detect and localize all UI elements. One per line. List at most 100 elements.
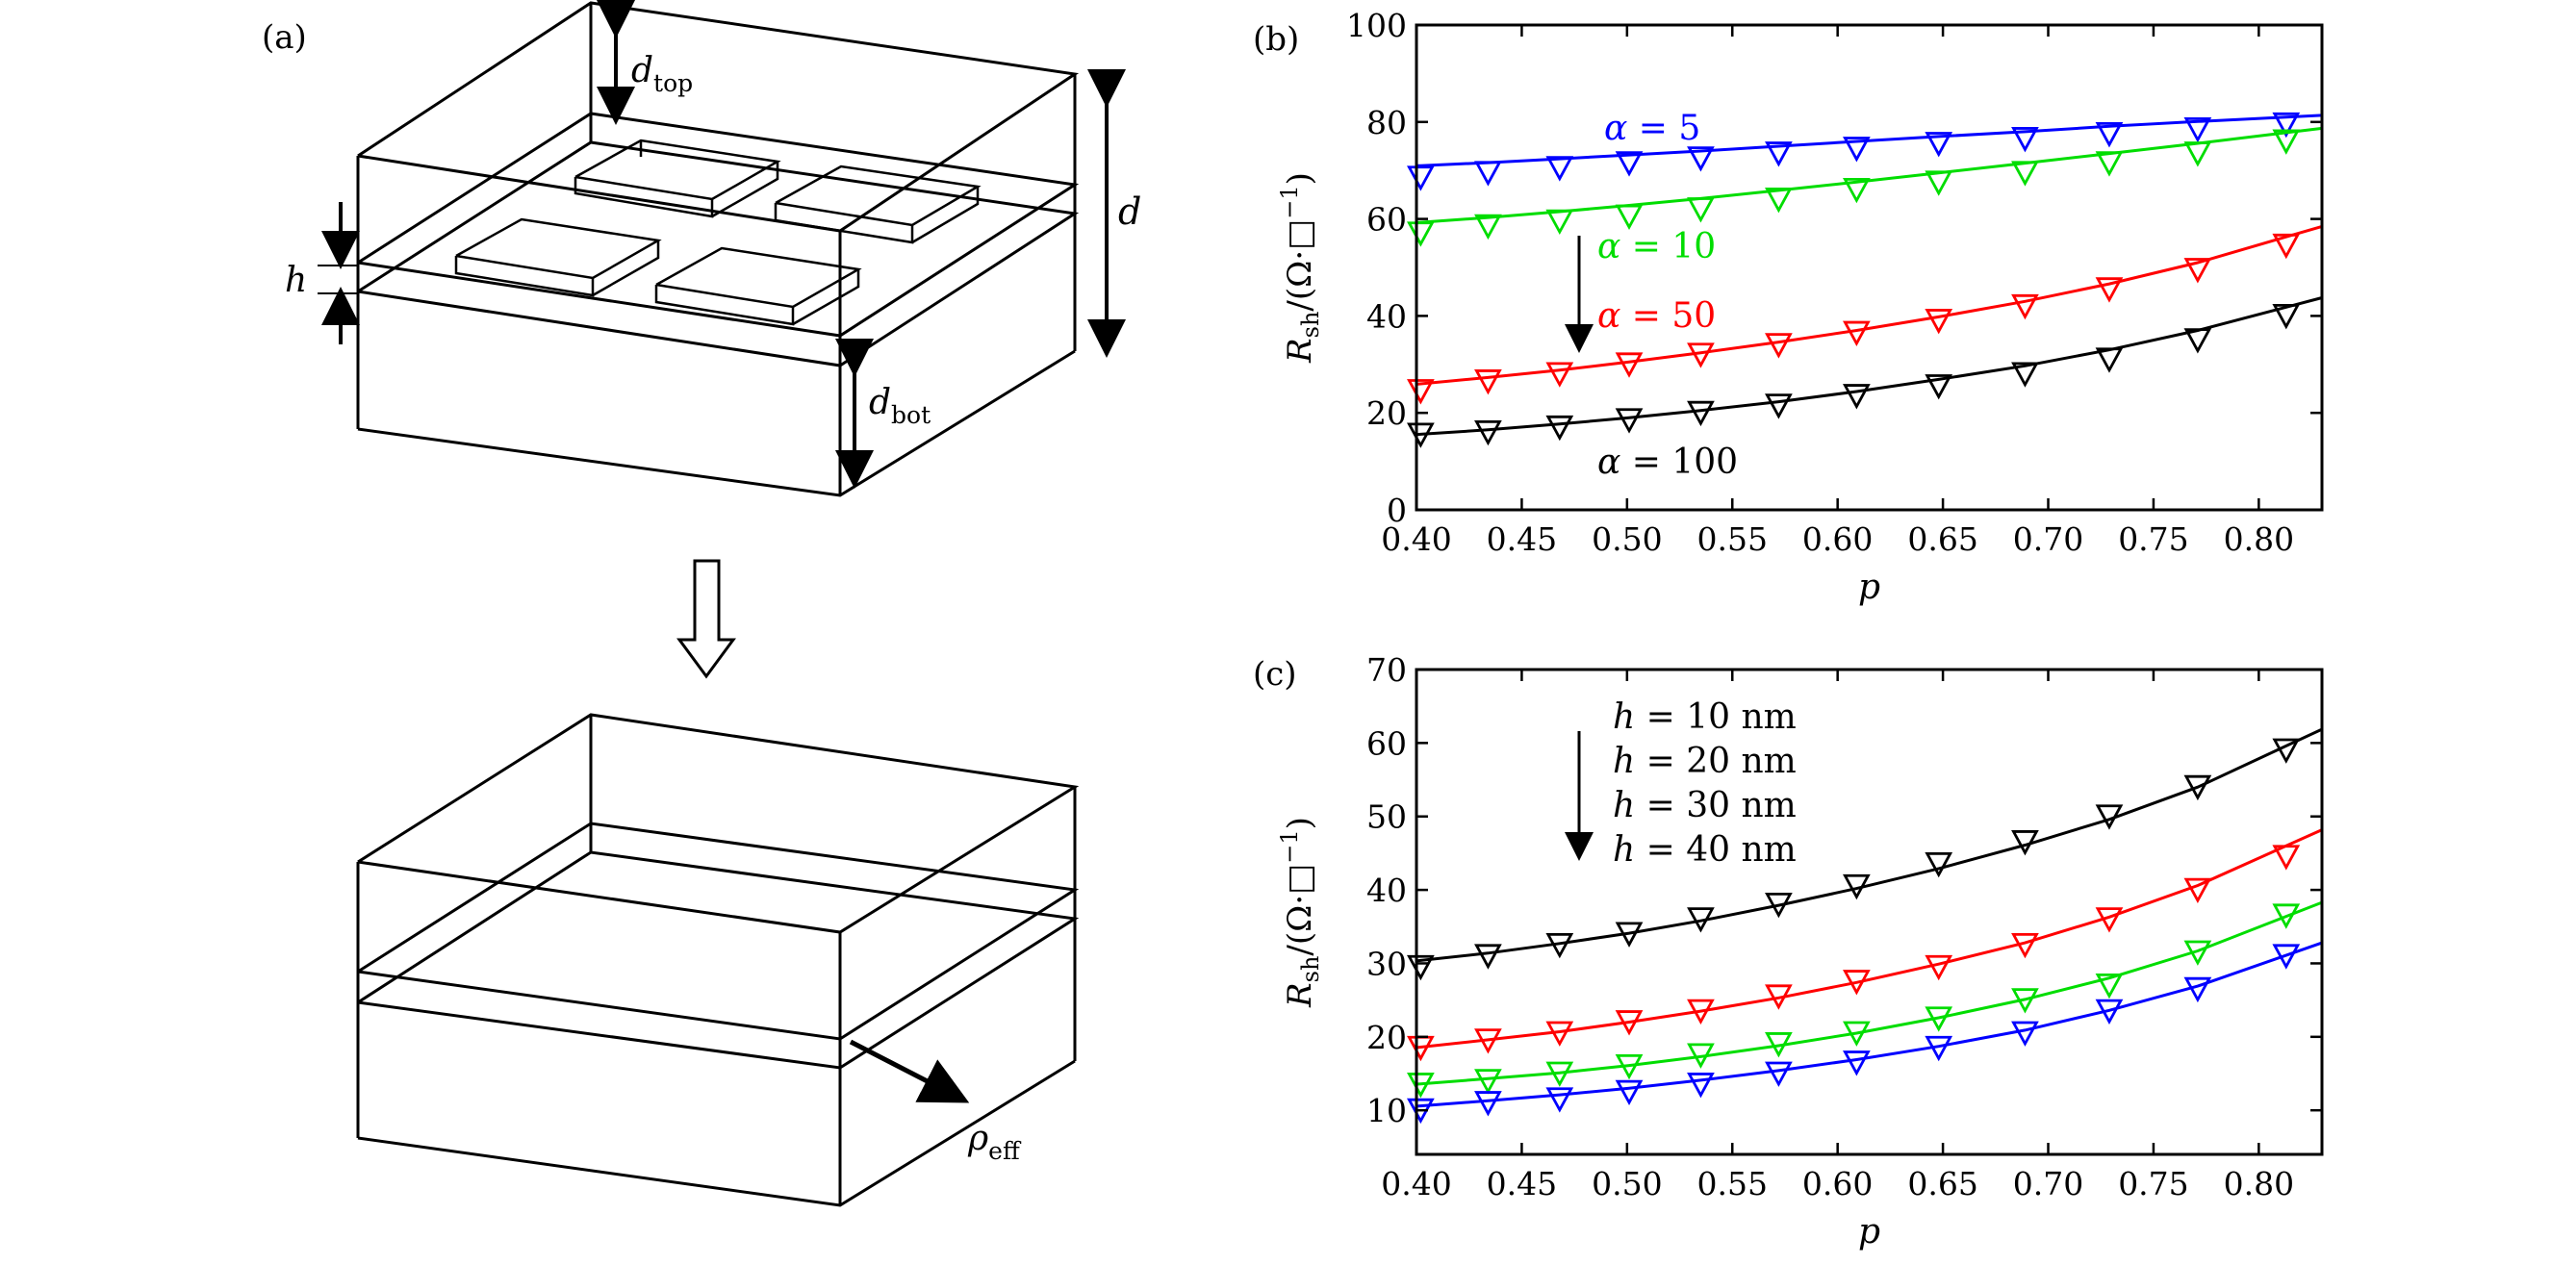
legend-h-30: h = 30 nm — [1613, 786, 1797, 825]
chart-c-ytick-label: 60 — [1366, 724, 1407, 762]
chart-b-marker-0-8 — [2011, 127, 2039, 153]
chart-c-marker-0-1 — [1474, 944, 1502, 970]
chart-b-marker-3-6 — [1843, 384, 1871, 410]
chart-c-xtick-label: 0.55 — [1697, 1165, 1768, 1202]
chart-b-marker-3-3 — [1615, 408, 1644, 434]
chart-b-marker-2-9 — [2095, 277, 2124, 303]
rho-arrow — [849, 1039, 970, 1103]
chart-b-marker-0-11 — [2272, 112, 2301, 139]
legend-h-20: h = 20 nm — [1613, 742, 1797, 781]
chart-c-marker-1-1 — [1474, 1028, 1502, 1054]
chart-c-frame — [1415, 668, 2324, 1156]
chart-c-marker-2-3 — [1615, 1053, 1644, 1080]
chart-b-marker-1-7 — [1925, 170, 1953, 196]
chart-b-marker-0-2 — [1545, 156, 1574, 182]
chart-c-curve-1 — [1416, 828, 2323, 1050]
chart-c-marker-3-1 — [1474, 1091, 1502, 1117]
chart-c-xtick-label: 0.75 — [2118, 1165, 2188, 1202]
chart-c-marker-2-1 — [1474, 1069, 1502, 1095]
chart-c-marker-2-7 — [1925, 1006, 1953, 1032]
chart-c-marker-0-0 — [1407, 954, 1435, 981]
chart-c-marker-2-4 — [1687, 1043, 1715, 1069]
chart-c-xtick-label: 0.50 — [1592, 1165, 1662, 1202]
chart-b-xtick-label: 0.75 — [2118, 520, 2188, 558]
chart-b-marker-1-6 — [1843, 177, 1871, 204]
chart-b-marker-0-1 — [1474, 161, 1502, 187]
chart-c-ytick-label: 40 — [1366, 872, 1407, 909]
legend-h-10: h = 10 nm — [1613, 697, 1797, 737]
chart-c-ylabel: Rsh/(Ω·□−1) — [1276, 817, 1324, 1008]
legend-h-40: h = 40 nm — [1613, 830, 1797, 870]
chart-b-marker-2-4 — [1687, 342, 1715, 368]
chart-c-marker-1-10 — [2183, 877, 2212, 904]
chart-c-marker-1-8 — [2011, 932, 2039, 959]
d-label: d — [1118, 190, 1141, 233]
chart-c-marker-1-5 — [1765, 984, 1793, 1010]
chart-c: (c) 0.40 0.45 0.50 0.55 0.60 0.65 0.70 0.75 0.80… — [1253, 651, 2324, 1252]
chart-b-xtick-label: 0.50 — [1592, 520, 1662, 558]
chart-b-xtick-label: 0.80 — [2224, 520, 2294, 558]
chart-b-xtick-label: 0.45 — [1487, 520, 1557, 558]
chart-b-marker-1-9 — [2095, 151, 2124, 177]
chart-c-marker-1-7 — [1925, 954, 1953, 981]
chart-b-marker-1-3 — [1615, 204, 1644, 231]
chart-c-marker-1-6 — [1843, 970, 1871, 996]
chart-b-series — [1407, 112, 2323, 448]
chart-c-marker-3-8 — [2011, 1021, 2039, 1047]
chart-c-marker-2-11 — [2272, 903, 2301, 929]
chart-b-marker-2-5 — [1765, 333, 1793, 359]
chart-c-marker-0-7 — [1925, 851, 1953, 878]
chart-c-marker-2-10 — [2183, 940, 2212, 966]
chart-b-xtick-label: 0.70 — [2013, 520, 2083, 558]
chart-c-marker-0-5 — [1765, 892, 1793, 919]
chart-c-ytick-label: 20 — [1366, 1019, 1407, 1056]
h-label: h — [285, 261, 307, 300]
chart-c-legend: h = 10 nm h = 20 nm h = 30 nm h = 40 nm — [1613, 697, 1797, 870]
chart-b-marker-2-3 — [1615, 352, 1644, 378]
chart-b-marker-2-11 — [2272, 233, 2301, 260]
chart-c-marker-3-7 — [1925, 1035, 1953, 1062]
chart-b-marker-2-7 — [1925, 309, 1953, 335]
schematic-panel: (a) — [262, 0, 1141, 1207]
series-label-alpha-5: α = 5 — [1604, 109, 1700, 148]
chart-c-curve-2 — [1416, 900, 2323, 1086]
chart-c-marker-0-2 — [1545, 932, 1574, 959]
chart-c-marker-1-4 — [1687, 999, 1715, 1025]
d-top-label: dtop — [631, 51, 693, 97]
chart-b-ytick-label: 80 — [1366, 104, 1407, 141]
chart-b-marker-3-7 — [1925, 374, 1953, 400]
chart-b-ytick-label: 40 — [1366, 297, 1407, 335]
inclusion-blocks — [454, 139, 982, 326]
chart-b-marker-3-4 — [1687, 400, 1715, 427]
panel-b-label: (b) — [1253, 20, 1299, 59]
chart-c-marker-0-11 — [2272, 738, 2301, 764]
chart-c-curve-0 — [1416, 727, 2323, 963]
chart-c-marker-2-5 — [1765, 1032, 1793, 1058]
chart-b-xlabel: p — [1858, 568, 1880, 607]
chart-b-xtick-label: 0.55 — [1697, 520, 1768, 558]
chart-c-ytick-label: 70 — [1366, 651, 1407, 689]
chart-c-marker-0-8 — [2011, 830, 2039, 856]
chart-c-marker-0-9 — [2095, 804, 2124, 830]
chart-c-xtick-label: 0.65 — [1907, 1165, 1977, 1202]
chart-b-marker-3-2 — [1545, 415, 1574, 442]
chart-c-marker-0-10 — [2183, 774, 2212, 801]
chart-c-marker-3-9 — [2095, 999, 2124, 1025]
chart-c-ytick-label: 10 — [1366, 1092, 1407, 1129]
chart-b-marker-1-11 — [2272, 129, 2301, 155]
chart-b-marker-0-10 — [2183, 116, 2212, 143]
series-label-alpha-50: α = 50 — [1597, 296, 1716, 336]
rho-eff-label: ρeff — [967, 1119, 1022, 1165]
chart-c-axes: 0.40 0.45 0.50 0.55 0.60 0.65 0.70 0.75 0.80 10 20… — [1276, 651, 2324, 1252]
chart-b-marker-3-9 — [2095, 347, 2124, 373]
chart-b-ytick-label: 0 — [1387, 492, 1407, 529]
chart-c-xtick-label: 0.80 — [2224, 1165, 2294, 1202]
chart-b-marker-0-6 — [1843, 137, 1871, 163]
chart-b-marker-0-9 — [2095, 121, 2124, 148]
chart-b-marker-1-0 — [1407, 221, 1435, 247]
chart-b-marker-0-0 — [1407, 165, 1435, 191]
panel-c-label: (c) — [1253, 655, 1297, 694]
chart-b-marker-3-10 — [2183, 328, 2212, 354]
chart-b-marker-0-4 — [1687, 146, 1715, 172]
